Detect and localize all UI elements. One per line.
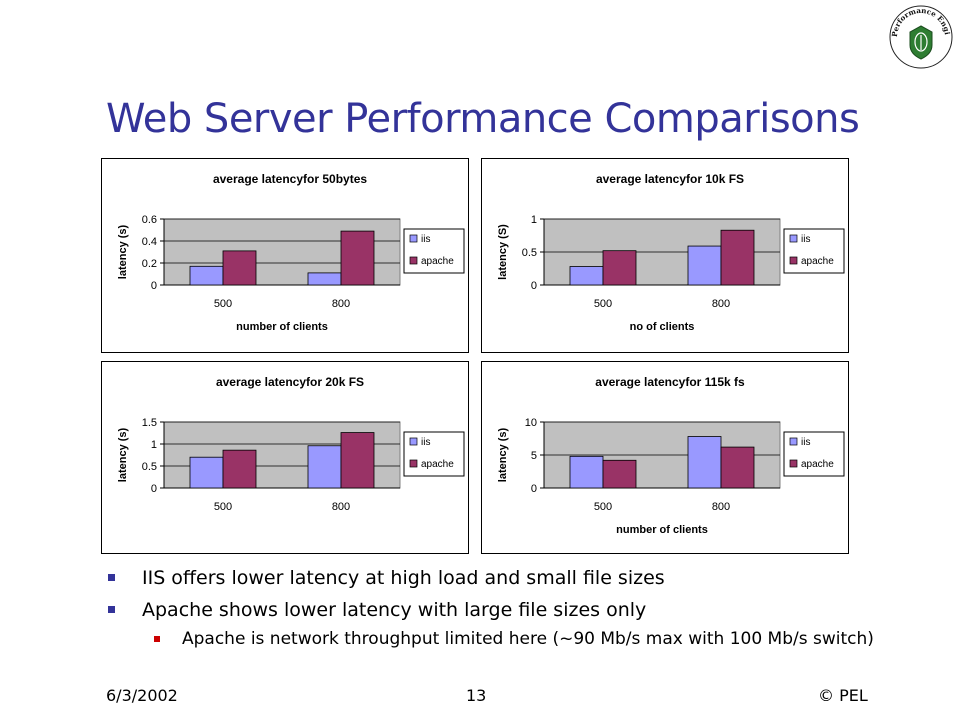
x-tick-label: 800 bbox=[712, 298, 730, 310]
page-title: Web Server Performance Comparisons bbox=[106, 96, 860, 142]
sub-bullet-item: Apache is network throughput limited her… bbox=[104, 630, 924, 649]
legend-swatch bbox=[789, 256, 798, 265]
legend-label: iis bbox=[421, 437, 430, 448]
bar-apache bbox=[602, 459, 637, 489]
y-tick-label: 0 bbox=[151, 280, 157, 292]
legend-swatch bbox=[409, 459, 418, 468]
legend-label: iis bbox=[801, 437, 810, 448]
pel-logo: Performance Engineering Laboratory bbox=[888, 4, 953, 69]
bar-iis bbox=[569, 266, 604, 286]
y-tick-label: 0 bbox=[531, 483, 537, 495]
bar-apache bbox=[222, 250, 257, 286]
bar-apache bbox=[340, 230, 375, 286]
bar-iis bbox=[687, 245, 722, 286]
x-axis-label: number of clients bbox=[236, 321, 328, 333]
x-tick-label: 500 bbox=[594, 501, 612, 513]
chart-10k: average latencyfor 10k FS 0 0.5 1 500 800 no o… bbox=[481, 158, 849, 353]
footer-credit: © PEL bbox=[818, 686, 868, 705]
bullet-text: Apache shows lower latency with large fi… bbox=[142, 599, 647, 621]
legend-swatch bbox=[409, 437, 418, 446]
y-axis-label: latency (s) bbox=[117, 427, 129, 482]
x-tick-label: 800 bbox=[332, 298, 350, 310]
bar-apache bbox=[720, 229, 755, 286]
legend-label: apache bbox=[801, 256, 834, 267]
y-tick-label: 0 bbox=[151, 483, 157, 495]
y-tick-label: 0.5 bbox=[522, 247, 537, 259]
y-tick-label: 5 bbox=[531, 450, 537, 462]
legend-label: apache bbox=[421, 459, 454, 470]
x-tick-label: 500 bbox=[594, 298, 612, 310]
chart-title: average latencyfor 115k fs bbox=[595, 375, 745, 389]
bar-iis bbox=[189, 265, 224, 286]
legend-label: apache bbox=[801, 459, 834, 470]
y-tick-label: 0 bbox=[531, 280, 537, 292]
x-axis-label: no of clients bbox=[630, 321, 695, 333]
chart-50bytes: average latencyfor 50bytes 0 0.2 0.4 0.6 500 8… bbox=[101, 158, 469, 353]
bullet-item: IIS offers lower latency at high load an… bbox=[104, 566, 924, 590]
y-tick-label: 1 bbox=[531, 214, 537, 226]
chart-115k: average latencyfor 115k fs 0 5 10 500 800 numb… bbox=[481, 361, 849, 554]
legend-swatch bbox=[789, 437, 798, 446]
bar-apache bbox=[602, 250, 637, 286]
chart-title: average latencyfor 10k FS bbox=[596, 172, 744, 186]
footer-page-number: 13 bbox=[466, 686, 487, 705]
bar-iis bbox=[307, 272, 342, 286]
legend-label: iis bbox=[421, 234, 430, 245]
y-axis-label: latency (S) bbox=[497, 224, 509, 280]
bar-apache bbox=[720, 446, 755, 489]
bullet-text: IIS offers lower latency at high load an… bbox=[142, 567, 665, 589]
x-tick-label: 800 bbox=[332, 501, 350, 513]
bar-apache bbox=[222, 449, 257, 489]
y-tick-label: 1.5 bbox=[142, 417, 157, 429]
bar-iis bbox=[307, 445, 342, 489]
bullet-list: IIS offers lower latency at high load an… bbox=[104, 566, 924, 649]
legend-swatch bbox=[789, 459, 798, 468]
x-tick-label: 500 bbox=[214, 298, 232, 310]
legend-swatch bbox=[409, 256, 418, 265]
bullet-item: Apache shows lower latency with large fi… bbox=[104, 598, 924, 622]
sub-bullet-text: Apache is network throughput limited her… bbox=[182, 629, 874, 649]
bar-iis bbox=[569, 455, 604, 489]
bullet-marker bbox=[108, 606, 115, 613]
y-tick-label: 0.4 bbox=[142, 236, 157, 248]
bar-iis bbox=[687, 436, 722, 489]
bullet-marker bbox=[108, 574, 115, 581]
y-tick-label: 0.5 bbox=[142, 461, 157, 473]
x-axis-label: number of clients bbox=[616, 524, 708, 536]
chart-20k: average latencyfor 20k FS 0 0.5 1 1.5 500 800 l… bbox=[101, 361, 469, 554]
x-tick-label: 500 bbox=[214, 501, 232, 513]
bar-apache bbox=[340, 432, 375, 489]
sub-bullet-marker bbox=[154, 636, 160, 642]
bar-iis bbox=[189, 456, 224, 489]
y-tick-label: 1 bbox=[151, 439, 157, 451]
y-tick-label: 0.6 bbox=[142, 214, 157, 226]
x-tick-label: 800 bbox=[712, 501, 730, 513]
legend-label: apache bbox=[421, 256, 454, 267]
legend-label: iis bbox=[801, 234, 810, 245]
y-tick-label: 0.2 bbox=[142, 258, 157, 270]
y-tick-label: 10 bbox=[525, 417, 537, 429]
footer-date: 6/3/2002 bbox=[106, 686, 178, 705]
chart-title: average latencyfor 20k FS bbox=[216, 375, 364, 389]
chart-title: average latencyfor 50bytes bbox=[213, 172, 367, 186]
y-axis-label: latency (s) bbox=[497, 427, 509, 482]
legend-swatch bbox=[789, 234, 798, 243]
y-axis-label: latency (s) bbox=[117, 224, 129, 279]
legend-swatch bbox=[409, 234, 418, 243]
